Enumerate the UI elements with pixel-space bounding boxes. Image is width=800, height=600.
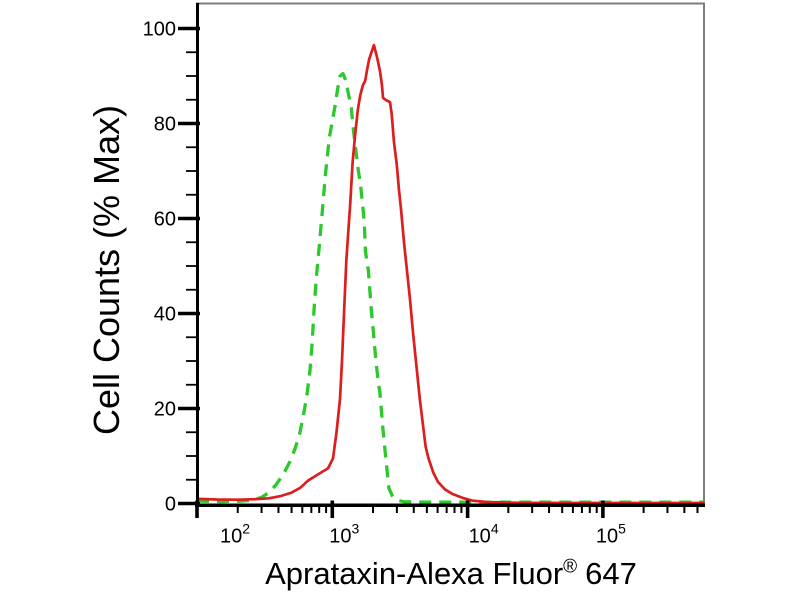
green-dashed-curve [196, 71, 705, 504]
y-tick-label: 60 [154, 209, 176, 231]
x-tick-label: 102 [220, 521, 250, 548]
tick-marks [178, 26, 699, 518]
x-axis-title: Aprataxin-Alexa Fluor® 647 [197, 556, 705, 592]
series-curves [196, 43, 705, 505]
y-tick-label: 80 [154, 114, 176, 136]
x-axis-title-text: Aprataxin-Alexa Fluor [265, 556, 564, 591]
y-tick-label: 20 [154, 399, 176, 421]
tick-labels: 0 20 40 60 80 100 102 103 104 105 [143, 19, 627, 548]
registered-trademark-symbol: ® [563, 556, 578, 578]
x-tick-label: 104 [469, 521, 499, 548]
plot-frame [196, 2, 705, 505]
x-tick-label: 105 [596, 521, 626, 548]
y-tick-label: 0 [165, 494, 176, 516]
y-tick-label: 100 [143, 19, 176, 41]
x-axis-title-number: 647 [585, 556, 637, 591]
x-tick-label: 103 [329, 521, 359, 548]
axes [195, 3, 705, 508]
red-solid-curve [196, 43, 705, 505]
y-axis-title: Cell Counts (% Max) [86, 104, 127, 436]
y-tick-label: 40 [154, 304, 176, 326]
